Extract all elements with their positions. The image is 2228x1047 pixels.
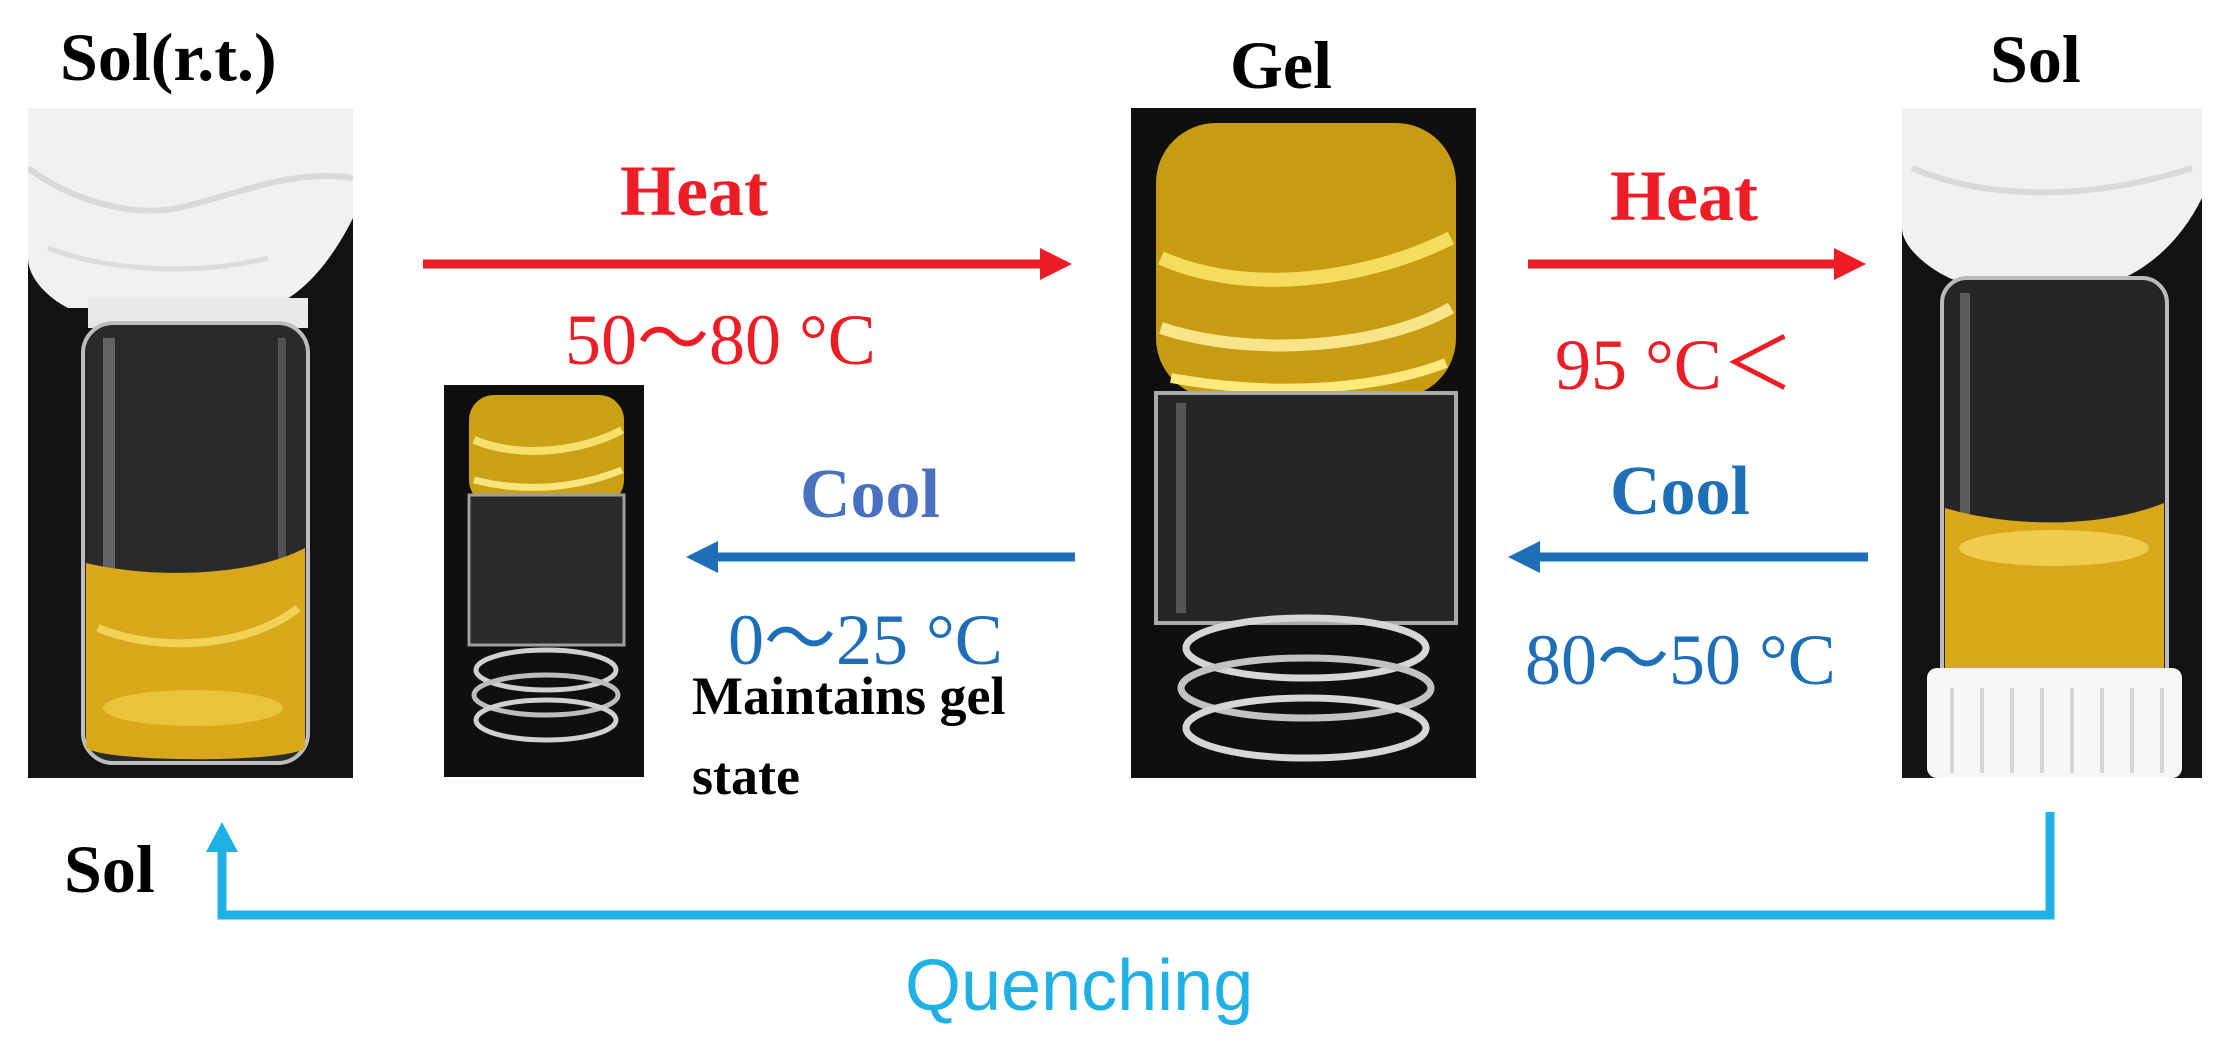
gel-vial-photo	[1131, 108, 1476, 778]
state-label-sol-right: Sol	[1990, 21, 2081, 97]
quenching-arrow	[206, 812, 2055, 920]
cool-note-line-1: Maintains gel	[692, 666, 1006, 726]
quenching-label: Quenching	[905, 946, 1254, 1026]
sol-rt-vial-photo	[28, 108, 353, 778]
heat-temp-1: 50～80 °C	[565, 300, 876, 380]
cool-temp-1: 0～25 °C	[728, 600, 1003, 680]
heat-label-2: Heat	[1610, 156, 1758, 236]
cool-arrow-2	[1508, 541, 1868, 573]
cool-label-1: Cool	[800, 456, 940, 533]
state-label-gel: Gel	[1230, 27, 1332, 103]
heat-arrow-2	[1528, 248, 1866, 280]
heat-arrow-1	[423, 248, 1072, 280]
state-label-sol-bottom: Sol	[64, 831, 155, 907]
state-label-sol-rt: Sol(r.t.)	[60, 19, 277, 95]
sol-hot-vial-photo	[1902, 108, 2202, 778]
heat-temp-2: 95 °C＜	[1555, 325, 1794, 405]
heat-label-1: Heat	[620, 151, 768, 231]
cool-arrow-1	[686, 541, 1075, 573]
cool-temp-2: 80～50 °C	[1525, 620, 1836, 700]
cool-label-2: Cool	[1610, 453, 1750, 530]
gel-small-vial-photo	[444, 385, 644, 777]
cool-note-line-2: state	[692, 746, 800, 806]
